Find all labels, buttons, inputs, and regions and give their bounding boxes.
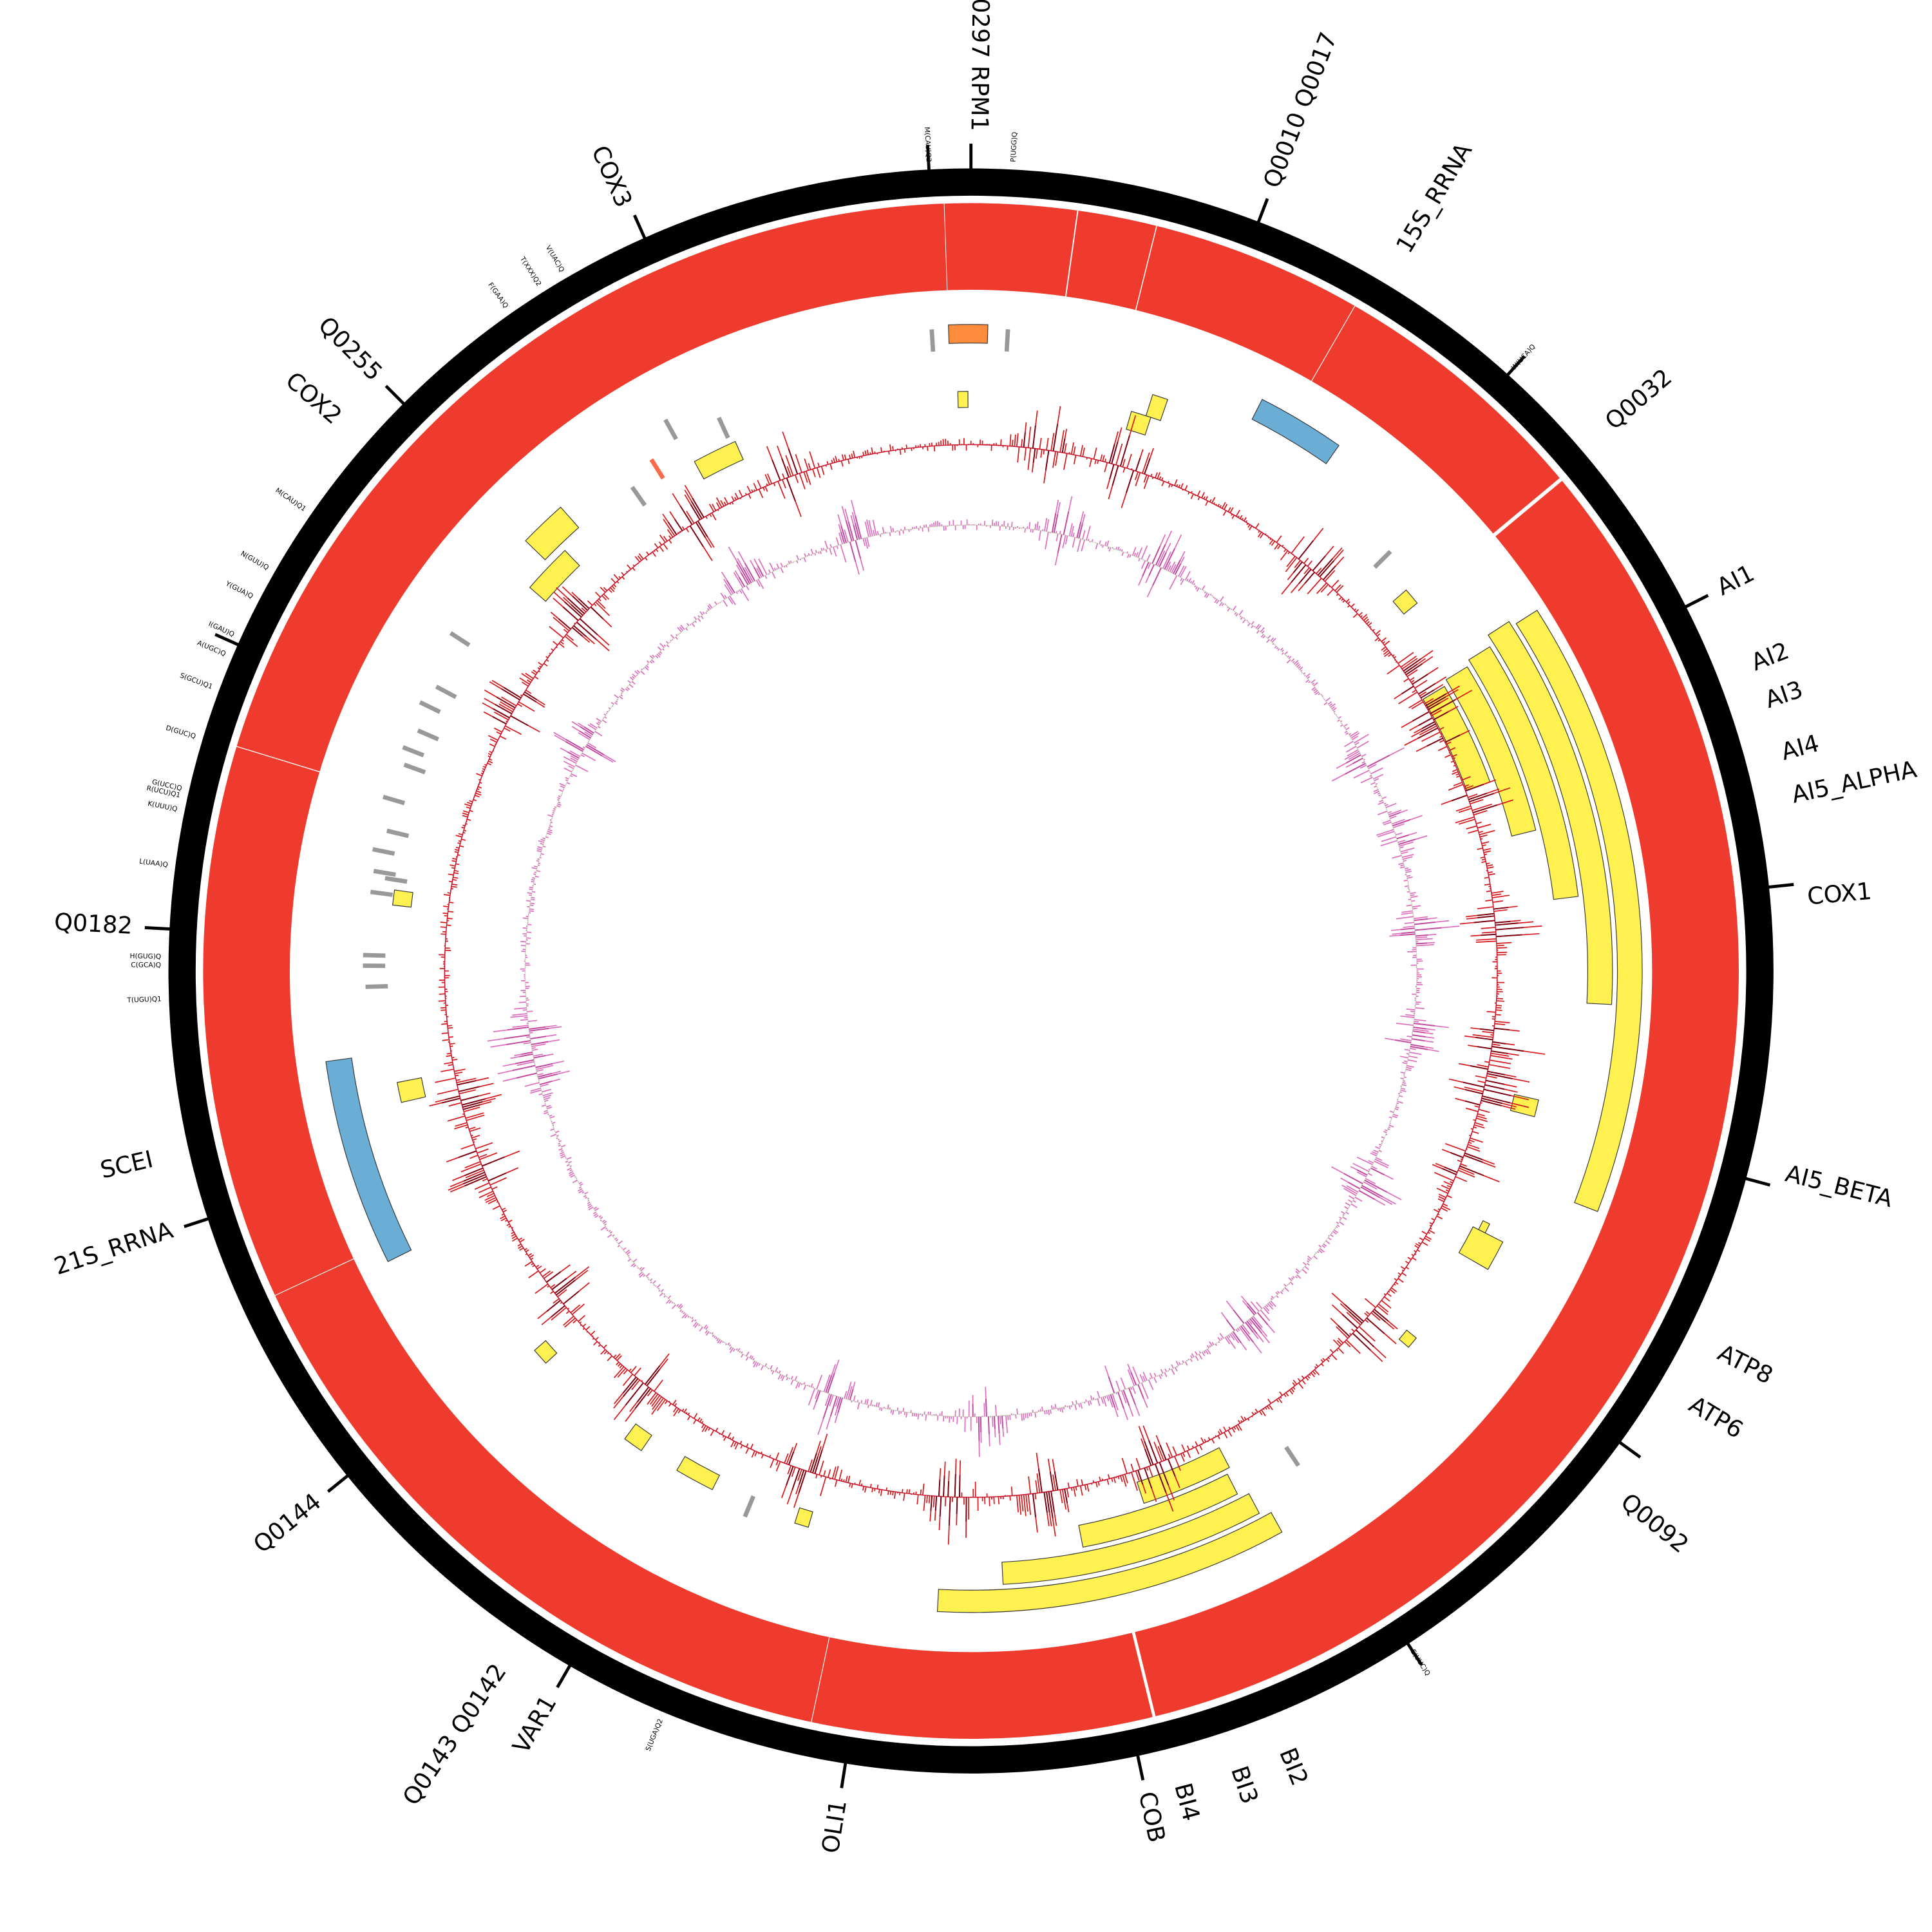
outer-ring bbox=[168, 168, 1774, 1774]
feature-block bbox=[948, 324, 989, 344]
trna-mark bbox=[449, 631, 471, 647]
feature-block bbox=[529, 549, 580, 602]
scale-tick bbox=[1406, 1642, 1423, 1666]
scale-tick bbox=[1136, 1754, 1145, 1781]
coverage-gap bbox=[235, 745, 323, 773]
feature-block bbox=[1078, 1473, 1238, 1548]
trna-mark bbox=[1373, 549, 1392, 569]
gene-label: COX1 bbox=[1806, 877, 1873, 911]
coverage-gap bbox=[810, 1634, 831, 1723]
coverage-gap bbox=[1065, 209, 1079, 299]
trna-mark bbox=[630, 486, 647, 507]
scale-tick bbox=[926, 144, 931, 171]
trna-mark bbox=[435, 685, 457, 699]
trna-mark bbox=[743, 1495, 756, 1518]
feature-block bbox=[676, 1455, 721, 1490]
trna-mark bbox=[419, 700, 441, 714]
feature-block bbox=[1398, 1329, 1417, 1348]
coverage-ring bbox=[203, 203, 1739, 1739]
feature-block bbox=[1488, 621, 1613, 1005]
scale-tick bbox=[184, 1217, 210, 1228]
feature-block bbox=[325, 1057, 412, 1262]
feature-block bbox=[1392, 589, 1418, 615]
feature-block bbox=[525, 506, 580, 560]
feature-block bbox=[624, 1423, 652, 1452]
trna-mark bbox=[929, 329, 936, 352]
scale-tick bbox=[1744, 1177, 1771, 1187]
feature-block bbox=[794, 1507, 813, 1528]
feature-block bbox=[397, 1077, 426, 1103]
plots bbox=[429, 406, 1546, 1545]
trna-label: L(UAA)Q bbox=[138, 858, 168, 869]
trna-mark bbox=[1284, 1446, 1300, 1467]
trna-mark bbox=[386, 828, 410, 838]
trna-mark bbox=[1004, 329, 1010, 352]
coverage-gap bbox=[1131, 1629, 1156, 1719]
feature-block bbox=[1468, 646, 1579, 900]
trna-mark bbox=[370, 889, 393, 897]
scale-tick bbox=[214, 632, 240, 647]
feature-block bbox=[534, 1340, 558, 1364]
scale-tick bbox=[384, 384, 406, 406]
trna-label: T(UGU)Q1 bbox=[126, 996, 162, 1005]
trna-mark bbox=[363, 952, 386, 958]
coverage-gap bbox=[1134, 224, 1158, 313]
coverage-gap bbox=[1310, 305, 1356, 384]
feature-block bbox=[1001, 1493, 1260, 1585]
feature-block bbox=[1136, 1447, 1230, 1504]
coverage-gap bbox=[943, 202, 948, 293]
gene-label: Q0182 bbox=[53, 908, 133, 940]
trna-mark bbox=[365, 984, 388, 989]
scale-tick bbox=[1684, 594, 1709, 609]
scale-tick bbox=[1767, 883, 1794, 889]
skew-profile-core bbox=[504, 511, 1442, 1441]
feature-block bbox=[1458, 1226, 1504, 1270]
feature-block bbox=[392, 889, 413, 908]
coverage-gap bbox=[274, 1257, 356, 1296]
rings bbox=[144, 144, 1794, 1788]
feature-block bbox=[694, 440, 744, 480]
scale-tick bbox=[1506, 355, 1526, 377]
trna-mark bbox=[384, 876, 408, 884]
features bbox=[325, 324, 1643, 1613]
scale-tick bbox=[632, 214, 647, 240]
trna-label: C(GCA)Q bbox=[131, 961, 161, 969]
gc-profile-core bbox=[441, 424, 1524, 1526]
trna-mark bbox=[383, 795, 406, 806]
scale-tick bbox=[1256, 198, 1269, 223]
trna-label: M(CAU)Q2 bbox=[923, 127, 933, 162]
trna-label: P(UGG)Q bbox=[1010, 131, 1019, 162]
feature-block bbox=[1251, 399, 1340, 464]
scale-tick bbox=[327, 1473, 350, 1493]
trna-mark bbox=[717, 417, 730, 439]
feature-block bbox=[1445, 666, 1537, 837]
trna-mark bbox=[373, 869, 396, 877]
feature-block bbox=[1515, 609, 1643, 1212]
scale-tick bbox=[1618, 1441, 1642, 1459]
feature-block bbox=[1126, 411, 1151, 436]
feature-block bbox=[957, 391, 969, 408]
trna-mark bbox=[649, 458, 665, 480]
gene-label: Q0297 RPM1 bbox=[966, 0, 995, 131]
scale-tick bbox=[840, 1762, 848, 1788]
trna-label: H(GUG)Q bbox=[129, 952, 161, 961]
scale-tick bbox=[144, 926, 171, 931]
trna-mark bbox=[372, 847, 395, 856]
feature-block bbox=[936, 1511, 1283, 1613]
trna-mark bbox=[403, 762, 426, 775]
trna-mark bbox=[402, 745, 425, 758]
trna-mark bbox=[417, 728, 439, 742]
trna-mark bbox=[663, 418, 678, 440]
scale-tick bbox=[556, 1664, 572, 1689]
coverage-gap bbox=[1491, 477, 1564, 538]
